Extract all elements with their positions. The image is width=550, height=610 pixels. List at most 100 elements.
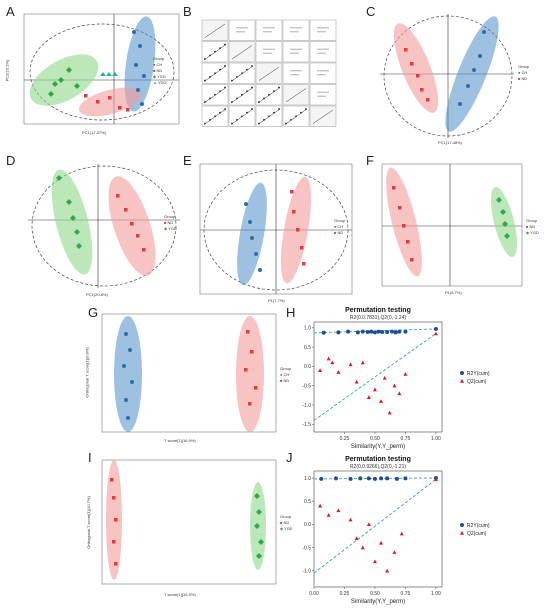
q2-point — [336, 508, 341, 513]
y-tick-label: -1.0 — [302, 403, 311, 409]
panel-f-legend-title: Group — [526, 218, 538, 223]
q2-point — [330, 360, 335, 365]
legend-q2-marker — [460, 531, 464, 535]
y-tick-label: 0.5 — [304, 499, 311, 505]
q2-point — [360, 545, 365, 550]
legend-q2-label: Q2(cum) — [467, 531, 487, 537]
r2y-point — [319, 476, 324, 481]
y-tick-label: -0.5 — [302, 383, 311, 389]
y-tick-label: 0.0 — [304, 522, 311, 528]
legend-r2y-label: R2Y(cum) — [467, 523, 490, 529]
panel-b-correlation-matrix — [201, 19, 337, 127]
q2-point — [372, 559, 377, 564]
panel-g-legend-item: ● CH — [280, 372, 290, 377]
panel-d-legend-title: Group — [164, 214, 176, 219]
panel-e-legend-item: ■ ND — [334, 230, 344, 235]
r2y-point — [403, 329, 408, 334]
panel-a-legend-title: Group — [153, 56, 165, 61]
matrix-diagonal — [258, 66, 280, 81]
matrix-cell — [309, 41, 337, 63]
x-axis-label: Similarity(Y,Y_perm) — [351, 599, 405, 605]
matrix-cell — [282, 19, 310, 41]
y-tick-label: -0.5 — [302, 545, 311, 551]
r2y-point — [397, 329, 402, 334]
matrix-cell — [309, 84, 337, 106]
legend-r2y-marker — [460, 371, 464, 375]
x-tick-label: 0.00 — [309, 591, 319, 597]
matrix-fit-line — [203, 44, 227, 61]
q2-point — [387, 410, 392, 415]
panel-a-legend: Group ● CH ■ ND ◆ YGD ▲ YDG — [153, 56, 167, 86]
q2-point — [403, 372, 408, 376]
y-tick-label: 0.0 — [304, 364, 311, 370]
y-tick-label: 1.0 — [304, 476, 311, 482]
panel-f-oplsda-plot — [381, 163, 523, 287]
q2-point — [326, 356, 331, 361]
r2y-point — [372, 476, 377, 481]
matrix-fit-line — [284, 108, 308, 125]
panel-i-legend-title: Group — [280, 514, 292, 519]
r2y-point — [336, 330, 341, 335]
panel-g-legend-item: ■ ND — [280, 378, 290, 383]
panel-a-legend-item: ● CH — [153, 62, 163, 67]
matrix-cell — [255, 41, 283, 63]
q2-point — [372, 387, 377, 392]
r2y-point — [376, 329, 381, 334]
matrix-diagonal — [231, 45, 253, 60]
q2-point — [385, 568, 390, 573]
q2-point — [336, 370, 341, 374]
r2y-point — [366, 476, 371, 481]
matrix-fit-line — [230, 87, 254, 104]
matrix-fit-line — [230, 65, 254, 82]
q2-point — [360, 360, 365, 365]
matrix-cell — [282, 62, 310, 84]
panel-label-e: E — [183, 153, 192, 168]
panel-a-ylabel: PC2(10.1%) — [4, 59, 10, 82]
panel-e-oplsda-plot — [199, 163, 353, 295]
panel-label-h: H — [286, 305, 296, 320]
panel-c-legend-title: Group — [518, 64, 530, 69]
panel-i-oplsda-plot — [101, 459, 277, 585]
panel-d-legend-item: ◆ YGD — [164, 226, 177, 231]
r2y-point — [372, 330, 377, 335]
q2-point — [392, 383, 397, 388]
legend-q2-label: Q2(cum) — [467, 379, 487, 385]
r2y-point — [360, 329, 365, 334]
panel-a-legend-item: ■ ND — [153, 68, 163, 73]
r2y-point — [385, 476, 390, 481]
r2y-point — [369, 329, 374, 334]
panel-a-legend-item: ◆ YGD — [153, 74, 166, 79]
q2-point — [318, 368, 323, 372]
matrix-cell — [282, 84, 310, 106]
x-tick-label: 0.25 — [340, 436, 350, 442]
r2y-point — [358, 476, 363, 481]
panel-h-permutation-chart: Permutation testingR2(0.0.7831),Q2(0,-1.… — [302, 307, 490, 450]
q2-point — [348, 517, 353, 522]
q2-point — [397, 391, 402, 396]
panel-f-legend-item: ◆ YGD — [526, 230, 539, 235]
panel-e-xlabel: P1(7.7%) — [268, 298, 285, 303]
legend-r2y-marker — [460, 523, 464, 527]
matrix-diagonal — [204, 23, 226, 38]
panel-c-legend-item: ■ ND — [518, 76, 528, 81]
q2-point — [326, 513, 331, 517]
panel-e-legend: Group ● CH ■ ND — [334, 218, 345, 236]
panel-i-ylabel: Orthogonal T score[1](10.7%) — [85, 496, 91, 549]
panel-j-permutation-chart: Permutation testingR2(0,0.9266),Q2(0,-1.… — [302, 456, 490, 605]
matrix-fit-line — [257, 108, 281, 125]
panel-label-a: A — [6, 4, 15, 19]
x-tick-label: 1.00 — [431, 591, 441, 597]
panel-c-pca-plot — [380, 14, 514, 138]
r2y-point — [333, 476, 338, 481]
r2y-point — [321, 330, 326, 335]
chart-title: Permutation testing — [345, 456, 411, 463]
legend-r2y-label: R2Y(cum) — [467, 371, 490, 377]
matrix-fit-line — [257, 87, 281, 104]
legend-q2-marker — [460, 379, 464, 383]
matrix-fit-line — [203, 65, 227, 82]
panel-label-c: C — [366, 4, 376, 19]
q2-point — [354, 536, 359, 540]
panel-a-pca-plot — [23, 13, 180, 125]
panel-g-ylabel: Orthogonal T score[1](9.8%) — [84, 347, 90, 398]
panel-a-legend-item: ▲ YDG — [153, 80, 167, 85]
